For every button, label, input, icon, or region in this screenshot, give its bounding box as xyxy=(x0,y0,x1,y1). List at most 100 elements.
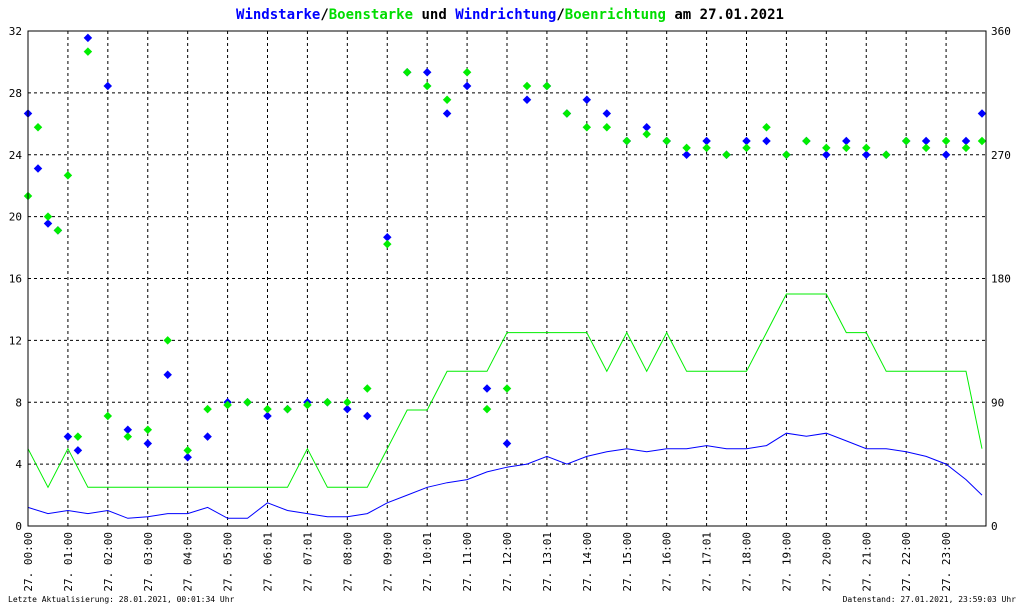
data-point-boenrichtung xyxy=(722,150,731,160)
x-tick-label: 27. 00:00 xyxy=(22,532,35,592)
data-point-windrichtung xyxy=(73,446,83,455)
data-point-windrichtung xyxy=(343,404,352,414)
x-tick-label: 27. 20:00 xyxy=(820,532,833,592)
data-point-boenrichtung xyxy=(223,400,232,410)
series-windstarke xyxy=(27,432,983,519)
y-axis-right: 0 90 180 270 360 xyxy=(991,25,1011,533)
data-point-boenrichtung xyxy=(977,136,987,146)
data-point-boenrichtung xyxy=(582,123,592,132)
series-line-windstarke xyxy=(27,432,983,519)
data-point-boenrichtung xyxy=(43,212,53,221)
x-tick-label: 27. 06:01 xyxy=(262,532,275,592)
data-point-boenrichtung xyxy=(183,446,192,455)
x-tick-label: 27. 04:00 xyxy=(182,532,195,592)
data-point-boenrichtung xyxy=(163,336,172,345)
grid-lines xyxy=(28,31,986,526)
data-point-windrichtung xyxy=(482,384,492,393)
x-tick-label: 27. 03:00 xyxy=(142,532,155,592)
data-point-boenrichtung xyxy=(283,404,292,414)
data-point-boenrichtung xyxy=(73,432,83,441)
data-point-boenrichtung xyxy=(522,81,532,91)
data-point-boenrichtung xyxy=(662,136,671,146)
data-point-boenrichtung xyxy=(343,398,352,407)
x-tick-label: 27. 22:00 xyxy=(900,532,913,592)
y-tick-label-left: 4 xyxy=(15,458,22,471)
y-tick-label-right: 270 xyxy=(991,149,1011,162)
data-point-boenrichtung xyxy=(602,123,612,132)
x-tick-label: 27. 21:00 xyxy=(860,532,873,592)
data-point-windrichtung xyxy=(363,411,372,421)
y-tick-label-left: 24 xyxy=(9,149,23,162)
y-tick-label-right: 90 xyxy=(991,396,1004,409)
footer-data-status: Datenstand: 27.01.2021, 23:59:03 Uhr xyxy=(843,595,1017,604)
data-point-boenrichtung xyxy=(921,143,931,153)
x-tick-label: 27. 17:01 xyxy=(701,532,714,592)
data-point-boenrichtung xyxy=(742,143,751,153)
y-tick-label-left: 32 xyxy=(9,25,22,38)
data-point-windrichtung xyxy=(123,425,133,435)
data-point-boenrichtung xyxy=(562,109,572,118)
data-point-boenrichtung xyxy=(323,398,332,407)
x-tick-label: 27. 19:00 xyxy=(780,532,793,592)
data-point-boenrichtung xyxy=(63,171,73,180)
series-windrichtung xyxy=(23,33,987,462)
series-boenstarke xyxy=(27,293,983,489)
data-point-windrichtung xyxy=(263,411,272,421)
data-point-windrichtung xyxy=(183,453,192,462)
x-tick-label: 27. 08:00 xyxy=(341,532,354,592)
series-boenrichtung xyxy=(23,47,987,455)
x-tick-label: 27. 01:00 xyxy=(62,532,75,592)
data-point-boenrichtung xyxy=(881,150,891,160)
x-axis: 27. 00:00 27. 01:00 27. 02:00 27. 03:00 27. … xyxy=(22,532,953,592)
data-point-boenrichtung xyxy=(143,425,153,435)
title-part-5: / xyxy=(556,7,564,23)
data-point-boenrichtung xyxy=(862,143,871,153)
y-tick-label-left: 20 xyxy=(9,211,22,224)
y-tick-label-right: 0 xyxy=(991,520,998,533)
x-tick-label: 27. 09:00 xyxy=(381,532,394,592)
y-tick-label-left: 16 xyxy=(9,273,22,286)
title-part-0: Windstarke xyxy=(236,7,320,23)
data-point-boenrichtung xyxy=(203,404,212,414)
x-tick-label: 27. 07:01 xyxy=(301,532,314,592)
data-point-boenrichtung xyxy=(622,136,632,146)
series-layer xyxy=(23,33,987,519)
data-point-boenrichtung xyxy=(363,384,372,393)
data-point-windrichtung xyxy=(522,95,532,105)
data-point-boenrichtung xyxy=(83,47,93,56)
y-tick-label-left: 12 xyxy=(9,334,22,347)
y-tick-label-left: 8 xyxy=(15,396,22,409)
plot-frame xyxy=(27,30,987,527)
data-point-boenrichtung xyxy=(802,136,811,146)
title-part-6: Boenrichtung xyxy=(565,7,666,23)
data-point-windrichtung xyxy=(762,136,771,146)
x-tick-label: 27. 15:00 xyxy=(621,532,634,592)
data-point-windrichtung xyxy=(422,68,432,77)
x-tick-label: 27. 16:00 xyxy=(661,532,674,592)
data-point-boenrichtung xyxy=(383,239,392,249)
data-point-boenrichtung xyxy=(901,136,911,146)
y-tick-label-left: 28 xyxy=(9,87,22,100)
data-point-windrichtung xyxy=(103,81,113,91)
data-point-boenrichtung xyxy=(482,404,492,414)
title-part-1: / xyxy=(320,7,328,23)
data-point-windrichtung xyxy=(602,109,612,118)
data-point-boenrichtung xyxy=(103,411,113,421)
data-point-windrichtung xyxy=(977,109,987,118)
y-axis-left: 0 4 8 12 16 20 24 28 32 xyxy=(9,25,23,533)
data-point-boenrichtung xyxy=(402,68,412,77)
y-tick-label-right: 360 xyxy=(991,25,1011,38)
data-point-windrichtung xyxy=(33,164,43,173)
x-tick-label: 27. 11:00 xyxy=(461,532,474,592)
data-point-boenrichtung xyxy=(782,150,791,160)
data-point-boenrichtung xyxy=(33,123,43,132)
y-tick-label-right: 180 xyxy=(991,273,1011,286)
data-point-windrichtung xyxy=(442,109,452,118)
x-tick-label: 27. 13:01 xyxy=(541,532,554,592)
chart-title: Windstarke/Boenstarke und Windrichtung/B… xyxy=(236,7,784,23)
data-point-boenrichtung xyxy=(263,404,272,414)
data-point-windrichtung xyxy=(582,95,592,105)
data-point-windrichtung xyxy=(383,233,392,242)
data-point-boenrichtung xyxy=(822,143,831,153)
